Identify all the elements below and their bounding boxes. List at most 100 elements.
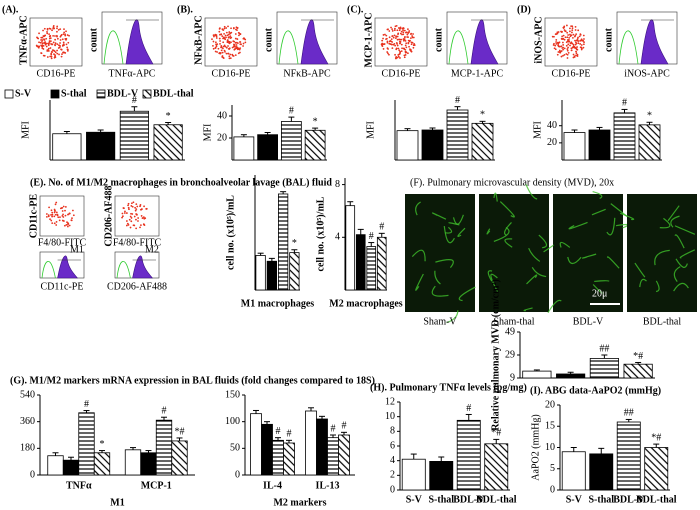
legend-swatch (50, 89, 60, 99)
vessel (486, 228, 491, 235)
event-dot (127, 202, 130, 205)
event-dot (557, 44, 560, 47)
significance-marker: *# (633, 351, 643, 362)
event-dot (60, 34, 62, 37)
bar (561, 451, 586, 491)
y-tick-label: 40 (217, 110, 227, 121)
event-dot (213, 35, 215, 38)
event-dot (238, 48, 241, 51)
axis-label: F4/80-FITC (113, 237, 162, 248)
event-dot (381, 39, 384, 42)
vessel (673, 266, 681, 282)
event-dot (132, 224, 135, 227)
event-dot (576, 38, 579, 40)
vessel (490, 273, 499, 292)
bar (153, 124, 183, 161)
event-dot (228, 40, 231, 43)
gate-label: M2 (145, 244, 159, 255)
axis-label: TNFα-APC (18, 15, 29, 64)
micrograph (627, 194, 697, 312)
event-dot (229, 37, 232, 39)
event-dot (568, 37, 571, 39)
event-dot (50, 209, 53, 212)
event-dot (130, 217, 133, 219)
significance-marker: # (455, 95, 460, 106)
event-dot (145, 207, 148, 210)
event-dot (219, 40, 221, 42)
event-dot (49, 218, 51, 221)
chart-title: (G). M1/M2 markers mRNA expression in BA… (10, 375, 375, 386)
event-dot (393, 29, 396, 32)
event-dot (231, 53, 234, 56)
event-dot (55, 211, 58, 214)
event-dot (218, 30, 221, 33)
event-dot (393, 34, 396, 37)
event-dot (62, 213, 64, 216)
event-dot (63, 220, 65, 222)
event-dot (54, 203, 57, 206)
event-dot (389, 43, 392, 45)
histogram-control (103, 30, 124, 65)
bar (266, 260, 277, 291)
x-tick-label: BDL-thal (476, 494, 517, 505)
event-dot (45, 42, 48, 45)
panel-label: (A). (2, 4, 19, 15)
event-dot (135, 227, 138, 230)
vessel (457, 227, 466, 237)
y-tick-label: 540 (20, 389, 35, 400)
x-tick-label: BDL-V (613, 494, 645, 505)
bar (47, 455, 64, 476)
event-dot (225, 27, 228, 29)
event-dot (393, 42, 396, 45)
event-dot (220, 44, 223, 47)
event-dot (45, 37, 48, 40)
event-dot (53, 215, 56, 218)
event-dot (64, 33, 67, 36)
event-dot (50, 43, 52, 45)
event-dot (411, 35, 414, 37)
significance-marker: # (379, 222, 384, 233)
event-dot (406, 36, 409, 38)
event-dot (54, 51, 57, 54)
event-dot (562, 44, 565, 46)
event-dot (553, 35, 555, 38)
event-dot (125, 220, 128, 222)
event-dot (237, 31, 240, 34)
event-dot (41, 40, 43, 43)
event-dot (559, 50, 562, 53)
event-dot (38, 41, 40, 44)
event-dot (579, 39, 582, 42)
event-dot (571, 42, 574, 45)
event-dot (556, 32, 559, 35)
event-dot (239, 33, 242, 35)
event-dot (395, 56, 398, 58)
legend-swatch (142, 89, 152, 99)
y-tick-label: 20 (217, 132, 227, 143)
event-dot (224, 34, 227, 37)
event-dot (405, 42, 408, 45)
event-dot (410, 43, 413, 46)
event-dot (140, 215, 143, 217)
event-dot (124, 210, 126, 213)
event-dot (52, 35, 55, 37)
event-dot (579, 33, 582, 36)
significance-marker: # (276, 426, 281, 437)
bar (522, 370, 552, 379)
event-dot (394, 57, 397, 60)
event-dot (46, 31, 48, 33)
event-dot (236, 27, 239, 30)
panel-label: (C). (347, 4, 364, 15)
event-dot (559, 45, 561, 48)
event-dot (57, 28, 60, 31)
event-dot (574, 39, 576, 42)
event-dot (50, 50, 53, 53)
vessel (654, 249, 670, 266)
event-dot (580, 46, 583, 49)
event-dot (572, 53, 575, 56)
event-dot (67, 41, 70, 44)
significance-marker: * (166, 111, 171, 122)
event-dot (36, 36, 38, 39)
event-dot (232, 55, 235, 57)
event-dot (399, 26, 402, 29)
event-dot (56, 52, 59, 55)
